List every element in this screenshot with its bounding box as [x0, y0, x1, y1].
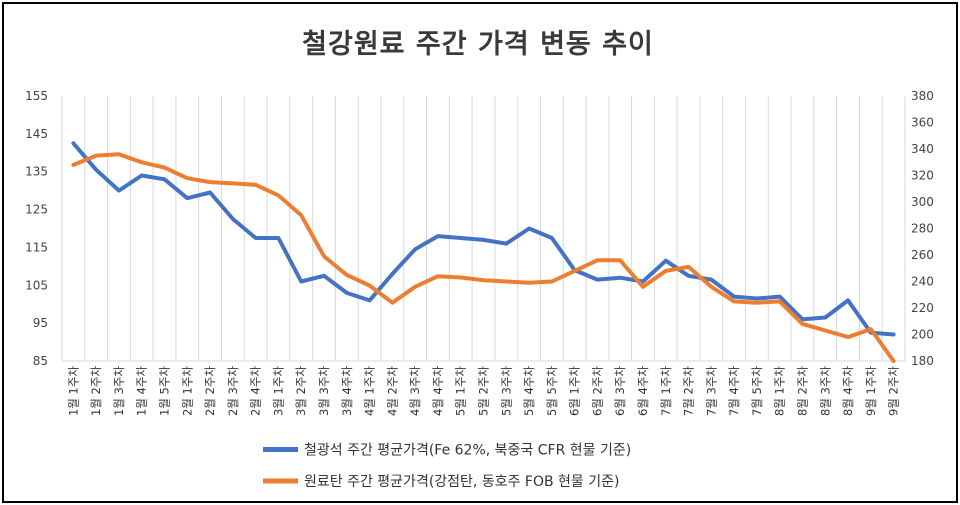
x-axis-tick-label: 7월 3주차 — [704, 366, 718, 416]
right-axis-tick-label: 320 — [911, 169, 934, 183]
x-axis-tick-label: 3월 1주차 — [271, 366, 285, 416]
series-line-iron-ore — [71, 141, 896, 337]
x-axis-tick-label: 9월 2주차 — [887, 366, 901, 416]
x-axis-tick-label: 1월 3주차 — [112, 366, 126, 416]
x-axis-tick-label: 7월 1주차 — [659, 366, 673, 416]
x-axis-tick-label: 5월 4주차 — [522, 366, 536, 416]
x-axis-tick-label: 9월 1주차 — [864, 366, 878, 416]
right-axis-tick-label: 220 — [911, 301, 934, 315]
x-axis-tick-label: 7월 4주차 — [727, 366, 741, 416]
x-axis-tick-label: 4월 1주차 — [363, 366, 377, 416]
x-axis-tick-label: 1월 1주차 — [66, 366, 80, 416]
left-axis-tick-label: 115 — [25, 240, 48, 254]
right-axis-tick-label: 280 — [911, 222, 934, 236]
x-axis-tick-label: 2월 4주차 — [249, 366, 263, 416]
x-axis-tick-label: 3월 4주차 — [340, 366, 354, 416]
x-axis-tick-label: 3월 3주차 — [317, 366, 331, 416]
x-axis-tick-label: 5월 2주차 — [477, 366, 491, 416]
left-axis-tick-label: 85 — [33, 354, 48, 368]
gridlines — [61, 96, 906, 362]
x-axis-tick-label: 2월 2주차 — [203, 366, 217, 416]
x-axis-tick-label: 1월 4주차 — [135, 366, 149, 416]
x-axis-tick-label: 1월 5주차 — [158, 366, 172, 416]
chart-title: 철강원료 주간 가격 변동 추이 — [302, 29, 654, 60]
legend-label-iron-ore: 철광석 주간 평균가격(Fe 62%, 북중국 CFR 현물 기준) — [304, 443, 631, 459]
right-axis-ticks: 180 200 220 240 260 280 300 320 340 360 380 — [911, 89, 934, 368]
left-axis-tick-label: 105 — [25, 278, 48, 292]
x-axis-tick-label: 6월 2주차 — [590, 366, 604, 416]
x-axis-tick-label: 8월 4주차 — [841, 366, 855, 416]
x-axis-ticks: 1월 1주차 1월 2주차 1월 3주차 1월 4주차 1월 5주차 2월 1주차 2월 2… — [66, 366, 900, 416]
right-axis-tick-label: 240 — [911, 275, 934, 289]
left-axis-ticks: 85 95 105 115 125 135 145 155 — [25, 89, 48, 368]
x-axis-tick-label: 7월 2주차 — [682, 366, 696, 416]
x-axis-tick-label: 5월 5주차 — [545, 366, 559, 416]
x-axis-tick-label: 6월 3주차 — [613, 366, 627, 416]
left-axis-tick-label: 145 — [25, 127, 48, 141]
x-axis-tick-label: 5월 3주차 — [499, 366, 513, 416]
x-axis-tick-label: 4월 2주차 — [385, 366, 399, 416]
x-axis-tick-label: 8월 1주차 — [773, 366, 787, 416]
x-axis-tick-label: 8월 3주차 — [818, 366, 832, 416]
x-axis-tick-label: 2월 1주차 — [180, 366, 194, 416]
right-axis-tick-label: 260 — [911, 248, 934, 262]
x-axis-tick-label: 4월 4주차 — [431, 366, 445, 416]
right-axis-tick-label: 200 — [911, 328, 934, 342]
x-axis-tick-label: 6월 4주차 — [636, 366, 650, 416]
x-axis-tick-label: 4월 3주차 — [408, 366, 422, 416]
x-axis-tick-label: 8월 2주차 — [795, 366, 809, 416]
right-axis-tick-label: 300 — [911, 195, 934, 209]
right-axis-tick-label: 180 — [911, 354, 934, 368]
series-lines — [71, 141, 896, 363]
x-axis-tick-label: 1월 2주차 — [89, 366, 103, 416]
x-axis-tick-label: 3월 2주차 — [294, 366, 308, 416]
left-axis-tick-label: 125 — [25, 203, 48, 217]
right-axis-tick-label: 380 — [911, 89, 934, 103]
right-axis-tick-label: 360 — [911, 116, 934, 130]
left-axis-tick-label: 135 — [25, 165, 48, 179]
x-axis-tick-label: 6월 1주차 — [568, 366, 582, 416]
right-axis-tick-label: 340 — [911, 142, 934, 156]
series-line-coking-coal — [71, 152, 896, 363]
left-axis-tick-label: 95 — [33, 316, 48, 330]
legend-label-coking-coal: 원료탄 주간 평균가격(강점탄, 동호주 FOB 현물 기준) — [304, 474, 619, 490]
x-axis-tick-label: 2월 3주차 — [226, 366, 240, 416]
left-axis-tick-label: 155 — [25, 89, 48, 103]
legend: 철광석 주간 평균가격(Fe 62%, 북중국 CFR 현물 기준) 원료탄 주… — [263, 443, 631, 490]
x-axis-tick-label: 7월 5주차 — [750, 366, 764, 416]
x-axis-tick-label: 5월 1주차 — [454, 366, 468, 416]
